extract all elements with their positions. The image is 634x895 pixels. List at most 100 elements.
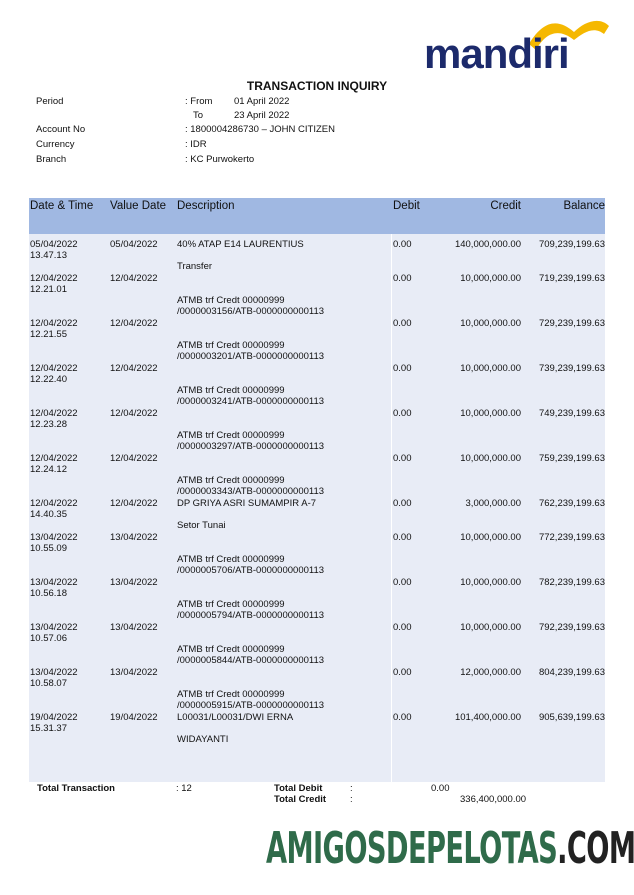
table-header: Date & Time Value Date Description Debit… (29, 198, 605, 234)
total-debit-value: 0.00 (431, 783, 450, 794)
total-credit-value: 336,400,000.00 (460, 794, 527, 805)
description-line: /0000005706/ATB-0000000000113 (177, 565, 325, 576)
balance: 709,239,199.63 (538, 239, 605, 250)
debit: 0.00 (393, 532, 412, 543)
balance: 729,239,199.63 (538, 318, 605, 329)
description-line: /0000003241/ATB-0000000000113 (177, 396, 325, 407)
value-date: 12/04/2022 (110, 273, 158, 284)
description-line: /0000005915/ATB-0000000000113 (177, 700, 325, 711)
debit: 0.00 (393, 498, 412, 509)
description-line: /0000005844/ATB-0000000000113 (177, 655, 325, 666)
credit: 10,000,000.00 (460, 318, 521, 329)
credit: 10,000,000.00 (460, 273, 521, 284)
time: 10.57.06 (30, 633, 67, 644)
description-gap (177, 633, 605, 644)
credit: 10,000,000.00 (460, 453, 521, 464)
debit: 0.00 (393, 667, 412, 678)
description: DP GRIYA ASRI SUMAMPIR A-7 Setor Tunai (177, 498, 605, 531)
to-date: 23 April 2022 (234, 110, 290, 121)
from-date: 01 April 2022 (234, 96, 290, 107)
description-line: DP GRIYA ASRI SUMAMPIR A-7 (177, 498, 317, 509)
time: 12.21.01 (30, 284, 67, 295)
table-row: 12/04/2022 12.22.40 12/04/2022 0.00 10,000,0… (29, 363, 605, 408)
account-label: Account No (36, 124, 86, 135)
description-gap (177, 588, 605, 599)
date: 19/04/2022 (30, 712, 78, 723)
balance: 905,639,199.63 (538, 712, 605, 723)
date: 12/04/2022 (30, 453, 78, 464)
table-row: 19/04/2022 15.31.37 19/04/2022 0.00 101,400,… (29, 712, 605, 746)
date: 12/04/2022 (30, 408, 78, 419)
date: 12/04/2022 (30, 363, 78, 374)
description-line: ATMB trf Credt 00000999 (177, 689, 285, 700)
table-row: 12/04/2022 12.21.55 12/04/2022 0.00 10,000,0… (29, 318, 605, 363)
col-balance: Balance (563, 200, 605, 212)
description: 40% ATAP E14 LAURENTIUS Transfer (177, 239, 605, 272)
debit: 0.00 (393, 239, 412, 250)
description: ATMB trf Credt 00000999/0000005706/ATB-0… (177, 532, 605, 576)
description: ATMB trf Credt 00000999/0000005844/ATB-0… (177, 622, 605, 666)
date: 13/04/2022 (30, 667, 78, 678)
value-date: 12/04/2022 (110, 453, 158, 464)
table-row: 12/04/2022 14.40.35 12/04/2022 0.00 3,000,00… (29, 498, 605, 532)
description-line: ATMB trf Credt 00000999 (177, 430, 285, 441)
watermark: AMIGOSDEPELOTAS.COM (266, 823, 634, 874)
time: 15.31.37 (30, 723, 67, 734)
date: 12/04/2022 (30, 273, 78, 284)
balance: 719,239,199.63 (538, 273, 605, 284)
table-row: 05/04/2022 13.47.13 05/04/2022 0.00 140,000,… (29, 239, 605, 273)
description-gap (177, 284, 605, 295)
branch-value: : KC Purwokerto (185, 154, 255, 165)
from-label: : From (185, 96, 213, 107)
time: 12.22.40 (30, 374, 67, 385)
balance: 739,239,199.63 (538, 363, 605, 374)
date: 13/04/2022 (30, 577, 78, 588)
credit: 10,000,000.00 (460, 622, 521, 633)
credit: 10,000,000.00 (460, 363, 521, 374)
description-line: Setor Tunai (177, 520, 226, 531)
balance: 792,239,199.63 (538, 622, 605, 633)
col-date-time: Date & Time (30, 200, 94, 212)
description-line: L00031/L00031/DWI ERNA (177, 712, 294, 723)
credit: 101,400,000.00 (454, 712, 521, 723)
value-date: 13/04/2022 (110, 667, 158, 678)
description: ATMB trf Credt 00000999/0000005915/ATB-0… (177, 667, 605, 711)
debit: 0.00 (393, 273, 412, 284)
to-label: To (193, 110, 204, 121)
date: 13/04/2022 (30, 532, 78, 543)
currency-value: : IDR (185, 139, 207, 150)
credit: 10,000,000.00 (460, 532, 521, 543)
date: 05/04/2022 (30, 239, 78, 250)
period-label: Period (36, 96, 64, 107)
value-date: 13/04/2022 (110, 577, 158, 588)
value-date: 19/04/2022 (110, 712, 158, 723)
total-transaction-value: : 12 (176, 783, 192, 794)
description-line: /0000003343/ATB-0000000000113 (177, 486, 325, 497)
description-line: ATMB trf Credt 00000999 (177, 554, 285, 565)
time: 10.56.18 (30, 588, 67, 599)
description-line: Transfer (177, 261, 213, 272)
description-line: /0000003201/ATB-0000000000113 (177, 351, 325, 362)
description-line: 40% ATAP E14 LAURENTIUS (177, 239, 304, 250)
date: 12/04/2022 (30, 498, 78, 509)
description: ATMB trf Credt 00000999/0000003201/ATB-0… (177, 318, 605, 362)
branch-label: Branch (36, 154, 67, 165)
description-gap (177, 374, 605, 385)
debit: 0.00 (393, 577, 412, 588)
description: ATMB trf Credt 00000999/0000003343/ATB-0… (177, 453, 605, 497)
col-description: Description (177, 200, 235, 212)
value-date: 12/04/2022 (110, 318, 158, 329)
transaction-table: Date & Time Value Date Description Debit… (29, 198, 605, 782)
watermark-main: AMIGOSDEPELOTAS (266, 823, 558, 874)
table-row: 13/04/2022 10.56.18 13/04/2022 0.00 10,000,0… (29, 577, 605, 622)
debit: 0.00 (393, 712, 412, 723)
total-credit-label: Total Credit (274, 794, 327, 805)
description: ATMB trf Credt 00000999/0000003241/ATB-0… (177, 363, 605, 407)
table-body: 05/04/2022 13.47.13 05/04/2022 0.00 140,000,… (29, 234, 605, 746)
total-debit-colon: : (350, 783, 353, 794)
description-line: /0000005794/ATB-0000000000113 (177, 610, 325, 621)
date: 12/04/2022 (30, 318, 78, 329)
currency-label: Currency (36, 139, 75, 150)
description-gap (177, 464, 605, 475)
debit: 0.00 (393, 318, 412, 329)
